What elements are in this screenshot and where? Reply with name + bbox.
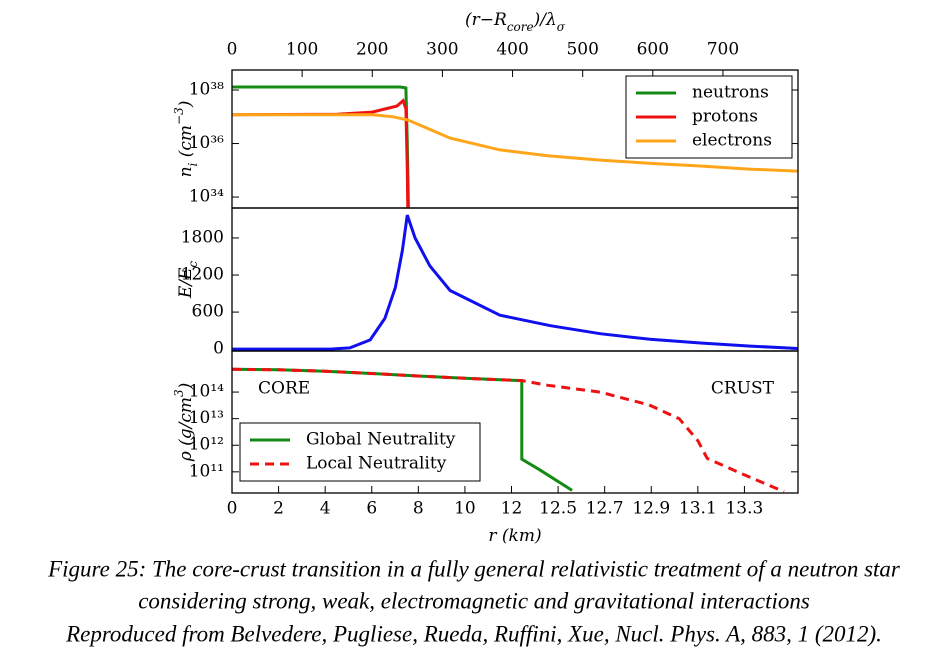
legend-label: Local Neutrality bbox=[306, 454, 447, 474]
x-tick-label: 600 bbox=[637, 40, 669, 60]
label-sub: σ bbox=[557, 20, 566, 34]
y-tick-label: 10¹⁴ bbox=[189, 382, 224, 402]
x-tick-label: 700 bbox=[707, 40, 739, 60]
x-tick-label: 500 bbox=[566, 40, 598, 60]
series-line bbox=[232, 367, 785, 493]
x-tick-label: 200 bbox=[356, 40, 388, 60]
label-part: ) bbox=[176, 383, 196, 391]
x-tick-label: 0 bbox=[227, 40, 238, 60]
label-part: ) bbox=[176, 101, 196, 109]
label-part: (cm bbox=[176, 125, 196, 163]
caption: considering strong, weak, electromagneti… bbox=[138, 588, 810, 613]
y-tick-label: 10³⁶ bbox=[189, 133, 224, 153]
y-axis-label: ni (cm−3) bbox=[172, 101, 200, 178]
y-tick-label: 10³⁸ bbox=[189, 80, 224, 100]
x-tick-label: 0 bbox=[227, 499, 238, 519]
series-line bbox=[232, 113, 798, 173]
y-axis-label: E/Ec bbox=[176, 261, 200, 300]
label-part: (r−R bbox=[465, 10, 507, 30]
label-part: n bbox=[176, 166, 196, 177]
label-sup: −3 bbox=[172, 107, 186, 125]
plot-area bbox=[232, 367, 785, 493]
y-tick-label: 600 bbox=[192, 302, 224, 322]
x-tick-label: 12 bbox=[501, 499, 523, 519]
series-line bbox=[232, 98, 410, 208]
annotation: CORE bbox=[258, 379, 310, 399]
plot-area bbox=[232, 85, 798, 208]
y-tick-label: 1800 bbox=[181, 227, 224, 247]
label-sub: core bbox=[507, 20, 534, 34]
annotation: CRUST bbox=[711, 379, 775, 399]
label-part: ρ (g/cm bbox=[176, 397, 196, 462]
y-tick-label: 1200 bbox=[181, 265, 224, 285]
x-tick-label: 13.3 bbox=[725, 499, 763, 519]
legend-label: Global Neutrality bbox=[306, 430, 456, 450]
x-tick-label: 10 bbox=[454, 499, 476, 519]
caption: Figure 25: The core-crust transition in … bbox=[47, 556, 901, 581]
x-tick-label: 12.7 bbox=[586, 499, 624, 519]
x-tick-label: 300 bbox=[426, 40, 458, 60]
x-tick-label: 12.5 bbox=[539, 499, 577, 519]
plot-frame bbox=[231, 350, 799, 494]
plot-frame bbox=[231, 207, 799, 352]
x-tick-label: 2 bbox=[273, 499, 284, 519]
y-tick-label: 0 bbox=[213, 339, 224, 359]
plot-area bbox=[232, 214, 798, 351]
x-axis-label: r (km) bbox=[488, 526, 541, 546]
x-tick-label: 8 bbox=[413, 499, 424, 519]
x-tick-label: 100 bbox=[286, 40, 318, 60]
x-tick-label: 12.9 bbox=[632, 499, 670, 519]
y-tick-label: 10³⁴ bbox=[189, 187, 224, 207]
x-tick-label: 6 bbox=[366, 499, 377, 519]
y-tick-label: 10¹¹ bbox=[189, 461, 224, 481]
label-part: )/λ bbox=[533, 10, 557, 30]
y-tick-label: 10¹³ bbox=[189, 408, 224, 428]
x-tick-label: 400 bbox=[496, 40, 528, 60]
legend-label: protons bbox=[692, 107, 758, 127]
label-sub: i bbox=[186, 162, 200, 166]
caption: Reproduced from Belvedere, Pugliese, Rue… bbox=[65, 621, 882, 646]
label-sub: c bbox=[186, 261, 200, 268]
label-part: E/E bbox=[176, 267, 196, 299]
x-tick-label: 4 bbox=[320, 499, 331, 519]
legend-label: electrons bbox=[692, 131, 772, 151]
legend-label: neutrons bbox=[692, 83, 769, 103]
label-sup: 3 bbox=[172, 389, 186, 397]
series-line bbox=[232, 85, 410, 208]
y-tick-label: 10¹² bbox=[189, 435, 224, 455]
series-line bbox=[232, 214, 798, 351]
y-axis-label: ρ (g/cm3) bbox=[172, 383, 196, 463]
x-tick-label: 13.1 bbox=[679, 499, 717, 519]
label-part: r (km) bbox=[488, 526, 541, 546]
legend-box bbox=[239, 422, 481, 482]
x-axis-label: (r−Rcore)/λσ bbox=[465, 10, 566, 34]
